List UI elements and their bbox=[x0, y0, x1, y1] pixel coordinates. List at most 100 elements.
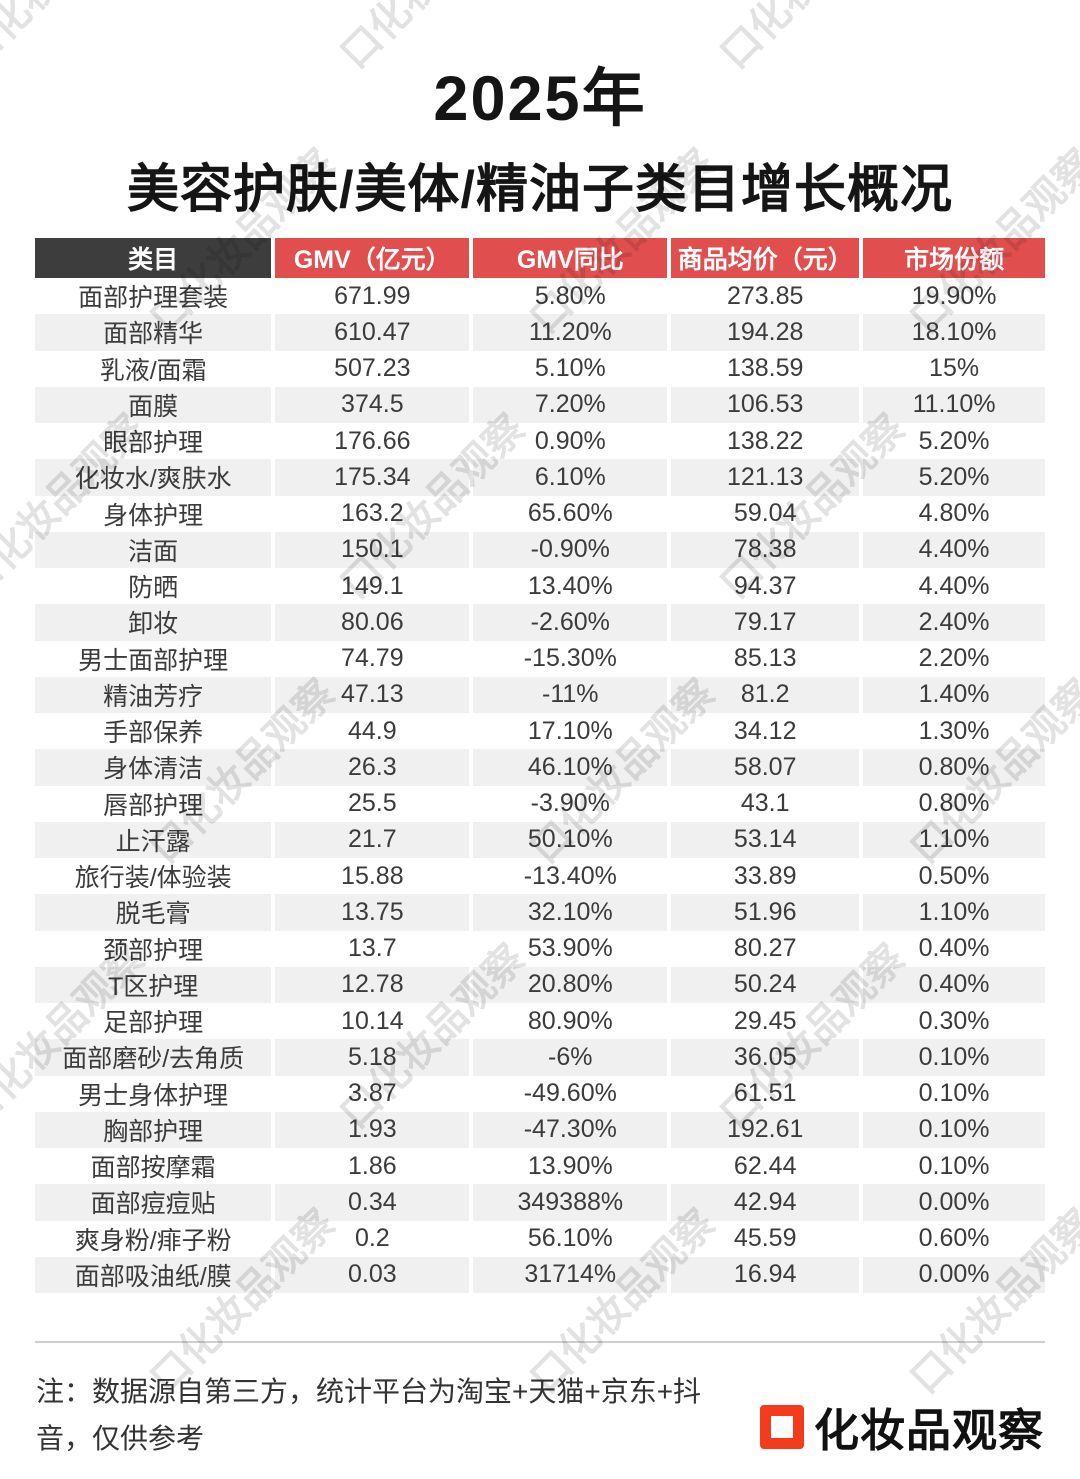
cell-category: 乳液/面霜 bbox=[35, 350, 274, 387]
cell-avg-price: 192.61 bbox=[667, 1111, 862, 1148]
table-row: 面部磨砂/去角质 5.18 -6% 36.05 0.10% bbox=[35, 1039, 1045, 1076]
table-row: 防晒 149.1 13.40% 94.37 4.40% bbox=[35, 568, 1045, 605]
table-row: 唇部护理 25.5 -3.90% 43.1 0.80% bbox=[35, 785, 1045, 822]
cell-market-share: 0.80% bbox=[859, 785, 1045, 822]
cell-gmv: 13.75 bbox=[271, 894, 472, 931]
cell-avg-price: 51.96 bbox=[667, 894, 862, 931]
table-row: 面膜 374.5 7.20% 106.53 11.10% bbox=[35, 386, 1045, 423]
page-title: 2025年 bbox=[433, 64, 647, 134]
table-row: 眼部护理 176.66 0.90% 138.22 5.20% bbox=[35, 423, 1045, 460]
cell-category: 防晒 bbox=[35, 568, 274, 605]
cell-gmv-yoy: 5.80% bbox=[469, 278, 670, 315]
cell-avg-price: 79.17 bbox=[667, 604, 862, 641]
cell-category: 身体清洁 bbox=[35, 749, 274, 786]
cell-avg-price: 34.12 bbox=[667, 713, 862, 750]
cell-gmv-yoy: -11% bbox=[469, 676, 670, 713]
cell-avg-price: 50.24 bbox=[667, 966, 862, 1003]
cell-category: T区护理 bbox=[35, 966, 274, 1003]
cell-gmv-yoy: 7.20% bbox=[469, 386, 670, 423]
page-subtitle: 美容护肤/美体/精油子类目增长概况 bbox=[127, 161, 953, 219]
cell-market-share: 1.30% bbox=[859, 713, 1045, 750]
cell-gmv-yoy: -49.60% bbox=[469, 1075, 670, 1112]
cell-avg-price: 94.37 bbox=[667, 568, 862, 605]
cell-gmv: 610.47 bbox=[271, 314, 472, 351]
cell-gmv: 374.5 bbox=[271, 386, 472, 423]
header-cell-category: 类目 bbox=[35, 238, 274, 278]
cell-avg-price: 80.27 bbox=[667, 930, 862, 967]
cell-gmv: 74.79 bbox=[271, 640, 472, 677]
cell-category: 面部精华 bbox=[35, 314, 274, 351]
cell-category: 面部吸油纸/膜 bbox=[35, 1256, 274, 1293]
cell-avg-price: 138.22 bbox=[667, 423, 862, 460]
cell-gmv: 15.88 bbox=[271, 858, 472, 895]
cell-gmv-yoy: 20.80% bbox=[469, 966, 670, 1003]
cell-avg-price: 59.04 bbox=[667, 495, 862, 532]
cell-gmv: 10.14 bbox=[271, 1003, 472, 1040]
cell-gmv-yoy: 65.60% bbox=[469, 495, 670, 532]
cell-avg-price: 42.94 bbox=[667, 1184, 862, 1221]
cell-category: 手部保养 bbox=[35, 713, 274, 750]
cell-gmv: 0.03 bbox=[271, 1256, 472, 1293]
cell-category: 眼部护理 bbox=[35, 423, 274, 460]
cell-gmv: 1.86 bbox=[271, 1148, 472, 1185]
cell-category: 洁面 bbox=[35, 531, 274, 568]
cell-category: 足部护理 bbox=[35, 1003, 274, 1040]
cell-market-share: 4.40% bbox=[859, 568, 1045, 605]
cell-market-share: 15% bbox=[859, 350, 1045, 387]
table-row: T区护理 12.78 20.80% 50.24 0.40% bbox=[35, 966, 1045, 1003]
cell-avg-price: 85.13 bbox=[667, 640, 862, 677]
table-row: 爽身粉/痱子粉 0.2 56.10% 45.59 0.60% bbox=[35, 1220, 1045, 1257]
cell-gmv: 176.66 bbox=[271, 423, 472, 460]
category-table: 类目 GMV（亿元） GMV同比 商品均价（元） 市场份额 面部护理套装 671.… bbox=[35, 238, 1045, 1293]
cell-gmv-yoy: 13.40% bbox=[469, 568, 670, 605]
table-row: 男士面部护理 74.79 -15.30% 85.13 2.20% bbox=[35, 640, 1045, 677]
cell-gmv: 1.93 bbox=[271, 1111, 472, 1148]
cell-market-share: 0.50% bbox=[859, 858, 1045, 895]
table-row: 面部痘痘贴 0.34 349388% 42.94 0.00% bbox=[35, 1184, 1045, 1221]
cell-category: 颈部护理 bbox=[35, 930, 274, 967]
cell-market-share: 19.90% bbox=[859, 278, 1045, 315]
cell-gmv-yoy: 17.10% bbox=[469, 713, 670, 750]
cell-avg-price: 45.59 bbox=[667, 1220, 862, 1257]
cell-gmv: 13.7 bbox=[271, 930, 472, 967]
cell-gmv: 5.18 bbox=[271, 1039, 472, 1076]
cell-gmv-yoy: 349388% bbox=[469, 1184, 670, 1221]
cell-avg-price: 194.28 bbox=[667, 314, 862, 351]
cell-category: 面部磨砂/去角质 bbox=[35, 1039, 274, 1076]
cell-avg-price: 273.85 bbox=[667, 278, 862, 315]
cell-category: 爽身粉/痱子粉 bbox=[35, 1220, 274, 1257]
cell-avg-price: 78.38 bbox=[667, 531, 862, 568]
table-row: 面部吸油纸/膜 0.03 31714% 16.94 0.00% bbox=[35, 1256, 1045, 1293]
cell-category: 面膜 bbox=[35, 386, 274, 423]
cell-market-share: 0.40% bbox=[859, 966, 1045, 1003]
cell-avg-price: 138.59 bbox=[667, 350, 862, 387]
table-row: 乳液/面霜 507.23 5.10% 138.59 15% bbox=[35, 350, 1045, 387]
cell-gmv: 175.34 bbox=[271, 459, 472, 496]
cell-gmv-yoy: 53.90% bbox=[469, 930, 670, 967]
cell-avg-price: 121.13 bbox=[667, 459, 862, 496]
table-body: 面部护理套装 671.99 5.80% 273.85 19.90% 面部精华 610.47 1… bbox=[35, 278, 1045, 1293]
table-row: 旅行装/体验装 15.88 -13.40% 33.89 0.50% bbox=[35, 858, 1045, 895]
cell-category: 止汗露 bbox=[35, 821, 274, 858]
cell-market-share: 0.00% bbox=[859, 1256, 1045, 1293]
header-cell-gmv-yoy: GMV同比 bbox=[469, 238, 670, 278]
cell-avg-price: 16.94 bbox=[667, 1256, 862, 1293]
cell-gmv-yoy: 31714% bbox=[469, 1256, 670, 1293]
title-block: 2025年 美容护肤/美体/精油子类目增长概况 bbox=[0, 48, 1080, 222]
cell-gmv-yoy: 5.10% bbox=[469, 350, 670, 387]
table-row: 脱毛膏 13.75 32.10% 51.96 1.10% bbox=[35, 894, 1045, 931]
cell-category: 唇部护理 bbox=[35, 785, 274, 822]
cell-gmv-yoy: 50.10% bbox=[469, 821, 670, 858]
table-row: 男士身体护理 3.87 -49.60% 61.51 0.10% bbox=[35, 1075, 1045, 1112]
cell-category: 化妆水/爽肤水 bbox=[35, 459, 274, 496]
cell-gmv: 507.23 bbox=[271, 350, 472, 387]
cell-category: 男士身体护理 bbox=[35, 1075, 274, 1112]
cell-market-share: 11.10% bbox=[859, 386, 1045, 423]
cell-avg-price: 58.07 bbox=[667, 749, 862, 786]
cell-avg-price: 36.05 bbox=[667, 1039, 862, 1076]
cell-gmv: 26.3 bbox=[271, 749, 472, 786]
cell-market-share: 0.60% bbox=[859, 1220, 1045, 1257]
table-row: 精油芳疗 47.13 -11% 81.2 1.40% bbox=[35, 676, 1045, 713]
header-cell-gmv: GMV（亿元） bbox=[271, 238, 472, 278]
cell-market-share: 0.00% bbox=[859, 1184, 1045, 1221]
